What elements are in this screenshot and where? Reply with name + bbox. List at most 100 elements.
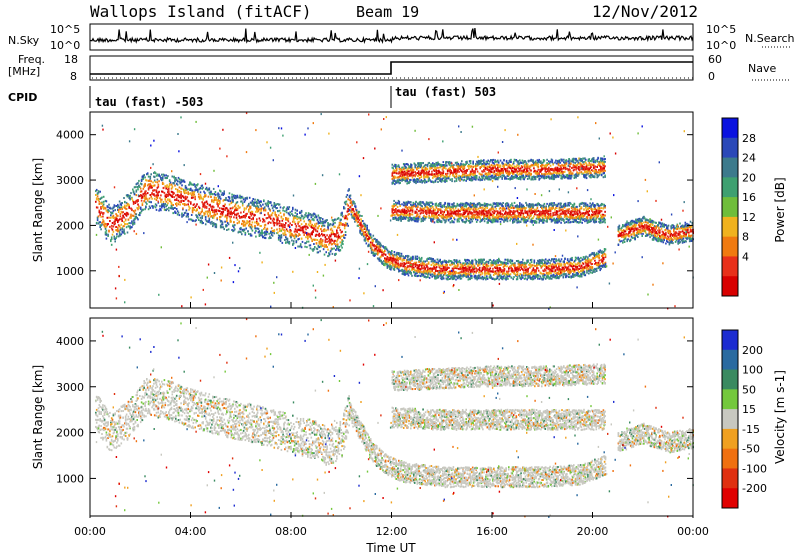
echo-cell <box>179 204 181 206</box>
echo-cell <box>492 268 494 270</box>
echo-cell <box>500 269 502 271</box>
echo-cell <box>537 267 539 269</box>
echo-cell <box>308 241 310 243</box>
echo-cell <box>210 206 212 208</box>
echo-cell <box>410 201 412 203</box>
echo-cell <box>262 236 264 238</box>
echo-cell <box>409 268 411 270</box>
echo-cell <box>323 248 325 250</box>
echo-cell <box>183 214 185 216</box>
echo-cell <box>340 235 342 237</box>
echo-cell <box>223 228 225 230</box>
echo-cell <box>272 212 274 214</box>
echo-cell <box>181 200 183 202</box>
echo-cell <box>223 205 225 207</box>
echo-cell <box>251 235 253 237</box>
echo-cell <box>564 264 566 266</box>
echo-cell <box>464 275 466 277</box>
echo-cell <box>443 219 445 221</box>
echo-cell <box>244 229 246 231</box>
echo-cell <box>414 269 416 271</box>
echo-cell <box>418 261 420 263</box>
echo-cell <box>436 203 438 205</box>
echo-cell <box>296 218 298 220</box>
echo-cell <box>216 213 218 215</box>
echo-cell <box>441 272 443 274</box>
echo-cell <box>543 276 545 278</box>
echo-cell <box>216 217 218 219</box>
echo-cell <box>228 200 230 202</box>
echo-cell <box>307 227 309 229</box>
echo-cell <box>332 253 334 255</box>
echo-cell <box>222 221 224 223</box>
echo-cell <box>318 215 320 217</box>
echo-cell <box>177 189 179 191</box>
echo-cell <box>148 208 150 210</box>
echo-cell <box>311 214 313 216</box>
echo-cell <box>279 222 281 224</box>
echo-cell <box>293 240 295 242</box>
echo-cell <box>346 196 348 198</box>
echo-cell <box>103 201 105 203</box>
echo-cell <box>359 215 361 217</box>
echo-cell <box>225 197 227 199</box>
echo-cell <box>305 223 307 225</box>
echo-cell <box>341 247 343 249</box>
echo-cell <box>325 241 327 243</box>
echo-cell <box>523 269 525 271</box>
echo-cell <box>432 206 434 208</box>
echo-cell <box>484 220 486 222</box>
echo-cell <box>252 211 254 213</box>
echo-cell <box>414 203 416 205</box>
echo-cell <box>431 260 433 262</box>
echo-cell <box>201 208 203 210</box>
echo-cell <box>327 249 329 251</box>
echo-cell <box>399 253 401 255</box>
echo-cell <box>138 207 140 209</box>
echo-cell <box>161 174 163 176</box>
echo-cell <box>176 205 178 207</box>
echo-cell <box>320 222 322 224</box>
echo-cell <box>408 274 410 276</box>
echo-cell <box>226 229 228 231</box>
echo-cell <box>411 275 413 277</box>
echo-cell <box>150 176 152 178</box>
echo-cell <box>569 276 571 278</box>
echo-cell <box>382 255 384 257</box>
echo-cell <box>339 227 341 229</box>
echo-cell <box>156 199 158 201</box>
echo-cell <box>432 258 434 260</box>
echo-cell <box>310 220 312 222</box>
echo-cell <box>437 259 439 261</box>
echo-cell <box>243 225 245 227</box>
echo-cell <box>267 217 269 219</box>
echo-cell <box>429 277 431 279</box>
echo-cell <box>374 245 376 247</box>
echo-cell <box>466 219 468 221</box>
echo-cell <box>586 270 588 272</box>
cpid-segment-1: tau (fast) -503 <box>95 95 203 109</box>
echo-cell <box>213 188 215 190</box>
echo-cell <box>238 205 240 207</box>
echo-cell <box>326 234 328 236</box>
echo-cell <box>468 274 470 276</box>
echo-cell <box>241 223 243 225</box>
echo-cell <box>475 263 477 265</box>
echo-cell <box>245 208 247 210</box>
echo-cell <box>509 275 511 277</box>
echo-cell <box>387 257 389 259</box>
echo-cell <box>307 217 309 219</box>
echo-cell <box>575 263 577 265</box>
echo-cell <box>599 254 601 256</box>
echo-cell <box>111 225 113 227</box>
echo-cell <box>311 227 313 229</box>
echo-cell <box>417 267 419 269</box>
echo-cell <box>300 229 302 231</box>
echo-cell <box>549 266 551 268</box>
echo-cell <box>102 216 104 218</box>
echo-cell <box>580 257 582 259</box>
echo-cell <box>168 192 170 194</box>
echo-cell <box>110 208 112 210</box>
echo-cell <box>101 197 103 199</box>
echo-cell <box>568 266 570 268</box>
